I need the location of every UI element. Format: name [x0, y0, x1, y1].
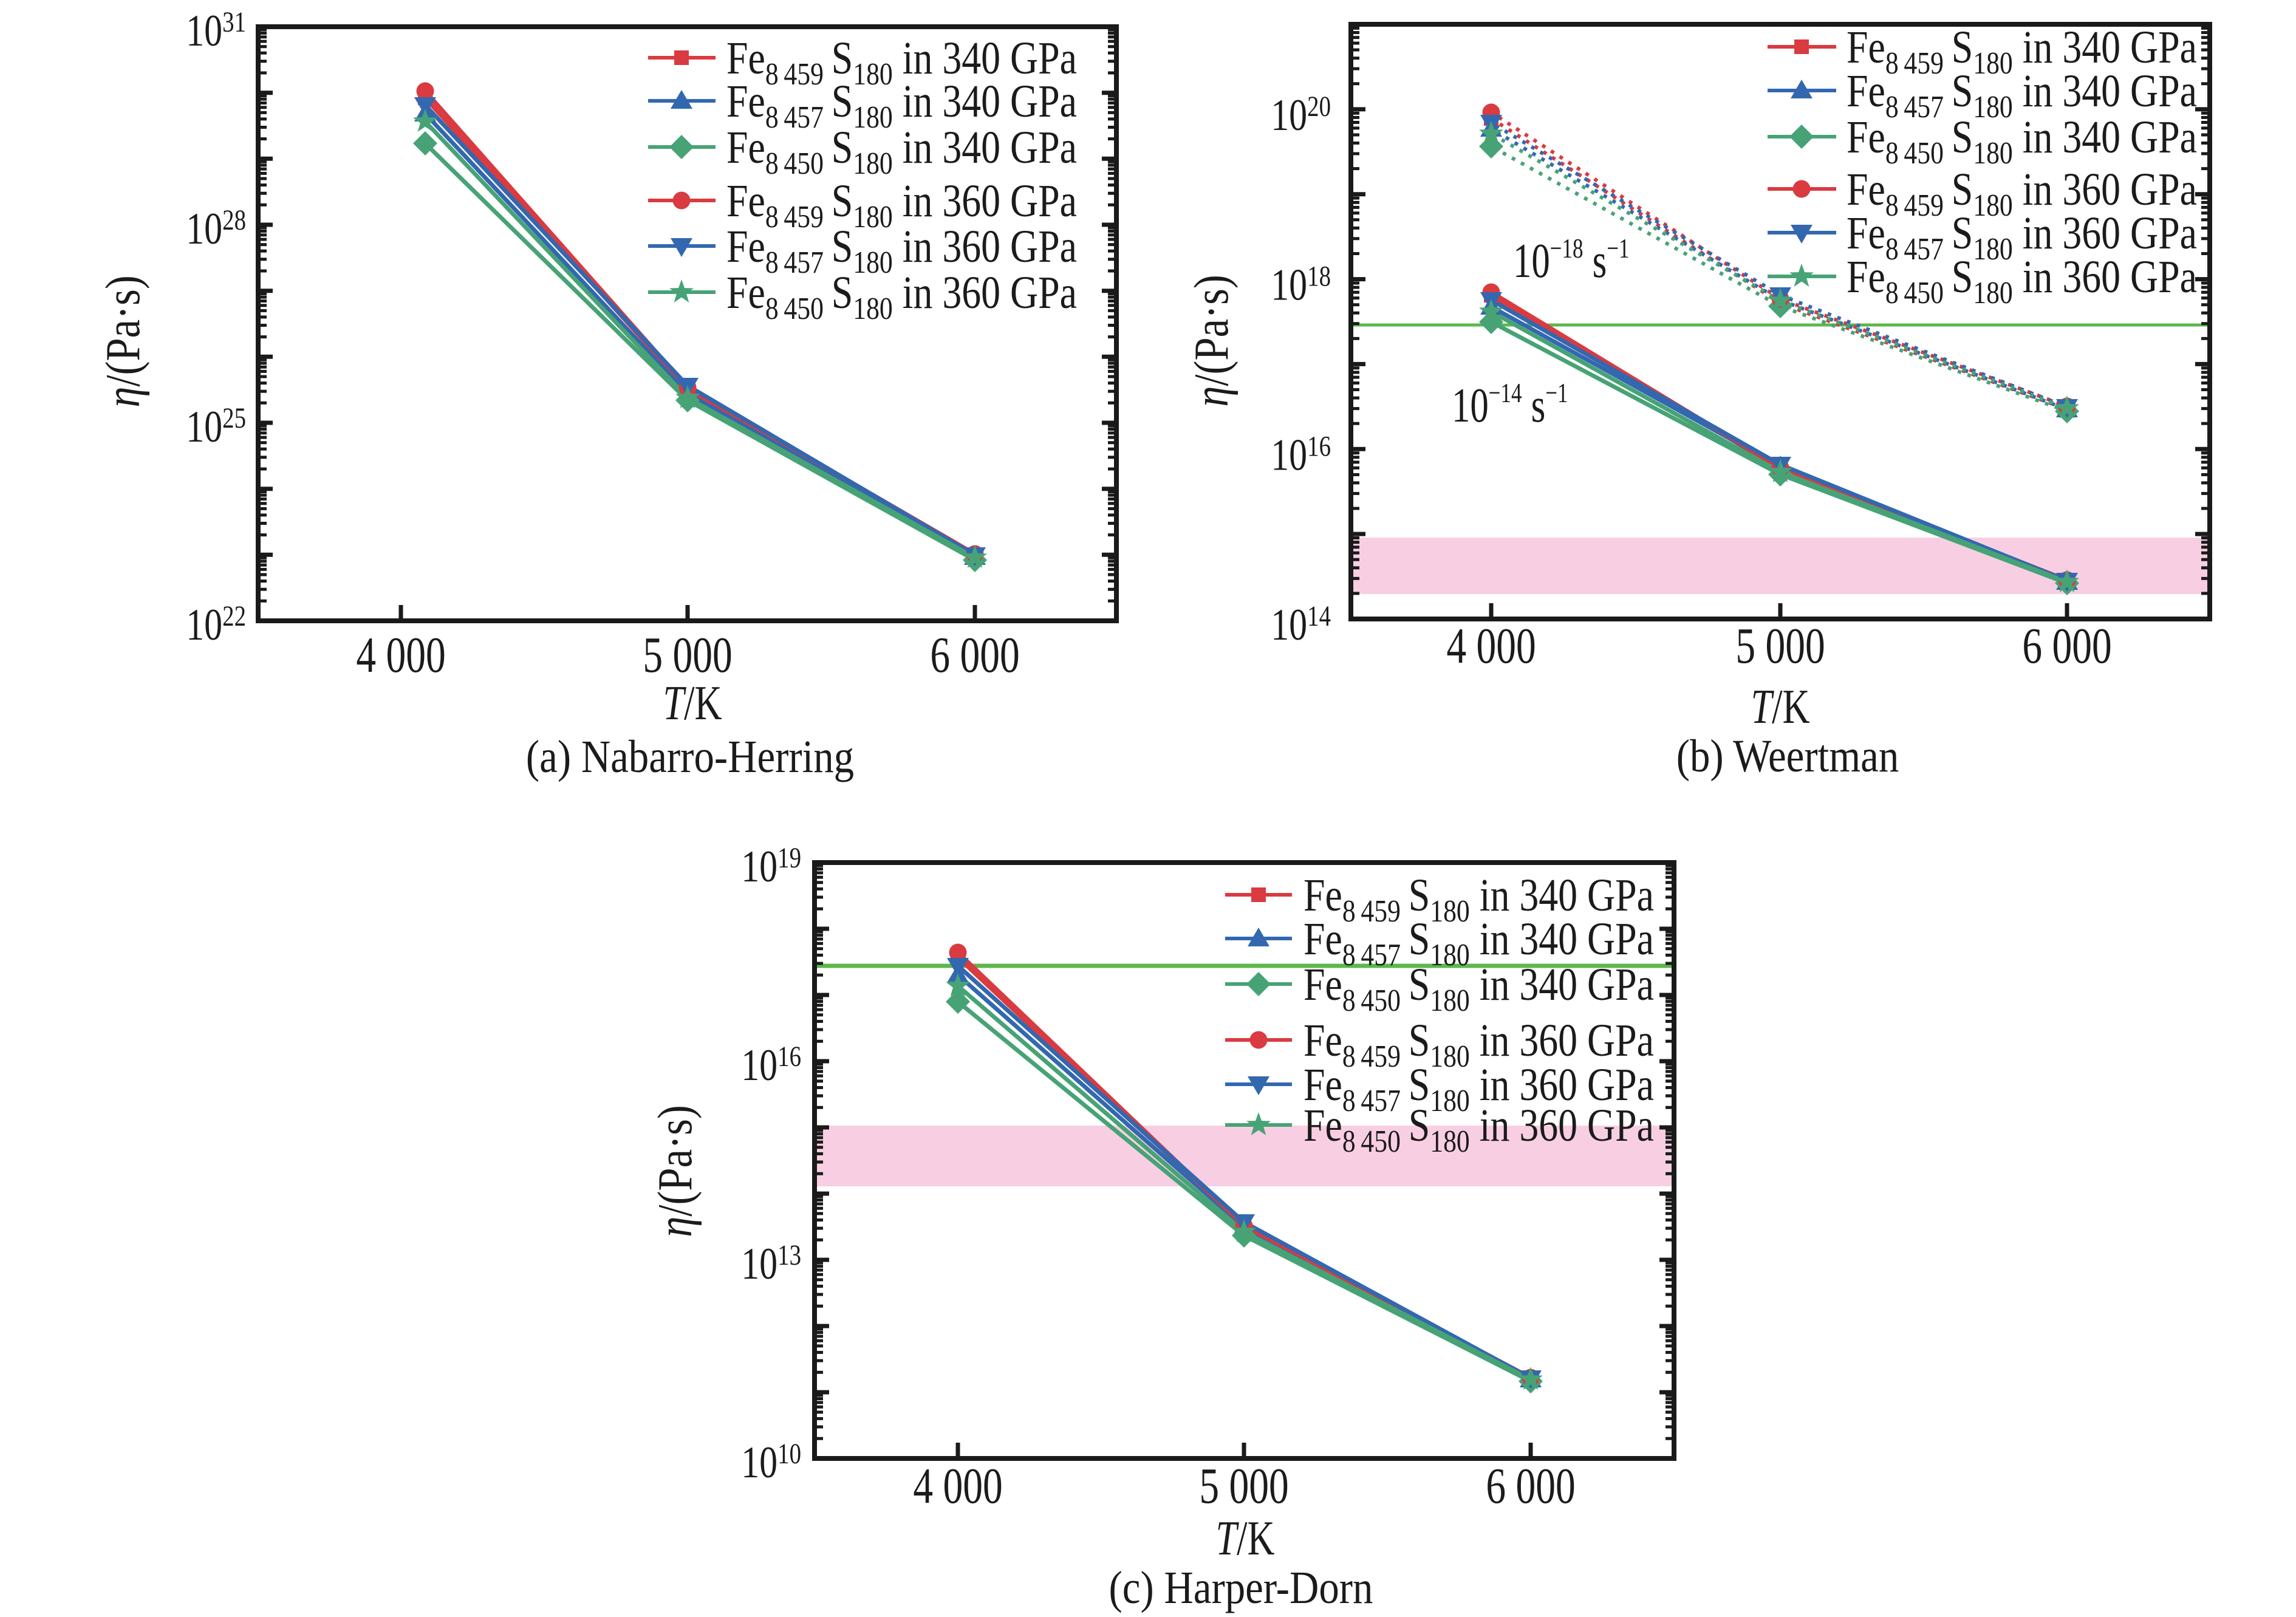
svg-text:(b) Weertman: (b) Weertman	[1676, 731, 1899, 782]
svg-text:4 000: 4 000	[913, 1458, 1002, 1514]
svg-text:Fe8 457 S180 in 340 GPa: Fe8 457 S180 in 340 GPa	[726, 76, 1077, 135]
svg-text:6 000: 6 000	[1486, 1458, 1575, 1514]
svg-text:Fe8 459 S180 in 340 GPa: Fe8 459 S180 in 340 GPa	[1303, 870, 1654, 929]
svg-text:4 000: 4 000	[1446, 618, 1536, 674]
svg-text:T/K: T/K	[1215, 1511, 1274, 1565]
svg-text:6 000: 6 000	[2022, 618, 2111, 674]
svg-text:5 000: 5 000	[1735, 618, 1825, 674]
svg-text:Fe8 457 S180 in 360 GPa: Fe8 457 S180 in 360 GPa	[1303, 1059, 1654, 1118]
svg-text:5 000: 5 000	[1199, 1458, 1288, 1514]
svg-text:(a) Nabarro-Herring: (a) Nabarro-Herring	[526, 731, 854, 782]
svg-text:6 000: 6 000	[930, 627, 1019, 683]
svg-text:1031: 1031	[186, 5, 246, 55]
svg-text:Fe8 459 S180 in 360 GPa: Fe8 459 S180 in 360 GPa	[726, 176, 1077, 234]
svg-text:T/K: T/K	[663, 676, 722, 730]
svg-text:1028: 1028	[186, 203, 246, 253]
svg-text:5 000: 5 000	[643, 627, 732, 683]
svg-text:η/(Pa·s): η/(Pa·s)	[97, 275, 150, 408]
svg-text:1022: 1022	[186, 600, 246, 649]
svg-text:η/(Pa·s): η/(Pa·s)	[1185, 275, 1239, 407]
svg-text:(c) Harper-Dorn: (c) Harper-Dorn	[1109, 1562, 1373, 1613]
svg-text:η/(Pa·s): η/(Pa·s)	[649, 1105, 702, 1237]
svg-text:1014: 1014	[1271, 600, 1331, 649]
svg-text:Fe8 450 S180 in 340 GPa: Fe8 450 S180 in 340 GPa	[1303, 959, 1654, 1018]
svg-text:4 000: 4 000	[356, 627, 445, 683]
svg-text:Fe8 459 S180 in 360 GPa: Fe8 459 S180 in 360 GPa	[1847, 164, 2197, 223]
svg-text:T/K: T/K	[1751, 680, 1809, 734]
